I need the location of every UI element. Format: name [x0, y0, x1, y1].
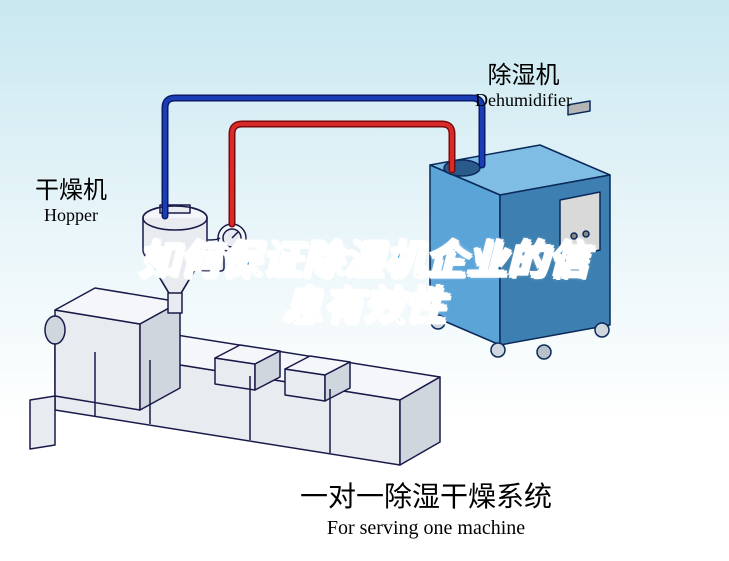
overlay-title: 如何保证除湿机企业的信 息有效性	[0, 238, 729, 330]
diagram-stage: 干燥机 Hopper 除湿机 Dehumidifier 一对一除湿干燥系统 Fo…	[0, 0, 729, 561]
system-caption-cn: 一对一除湿干燥系统	[300, 475, 552, 515]
overlay-title-line2: 息有效性	[0, 284, 729, 330]
system-caption-en: For serving one machine	[300, 517, 552, 540]
hopper-label-cn: 干燥机	[35, 170, 107, 205]
dehumidifier-label-en: Dehumidifier	[475, 90, 572, 111]
hopper-label-en: Hopper	[35, 205, 107, 226]
dehumidifier-label-cn: 除湿机	[475, 55, 572, 90]
dehumidifier-label: 除湿机 Dehumidifier	[475, 55, 572, 111]
system-caption: 一对一除湿干燥系统 For serving one machine	[300, 475, 552, 540]
overlay-title-line1: 如何保证除湿机企业的信	[0, 238, 729, 284]
hopper-label: 干燥机 Hopper	[35, 170, 107, 226]
